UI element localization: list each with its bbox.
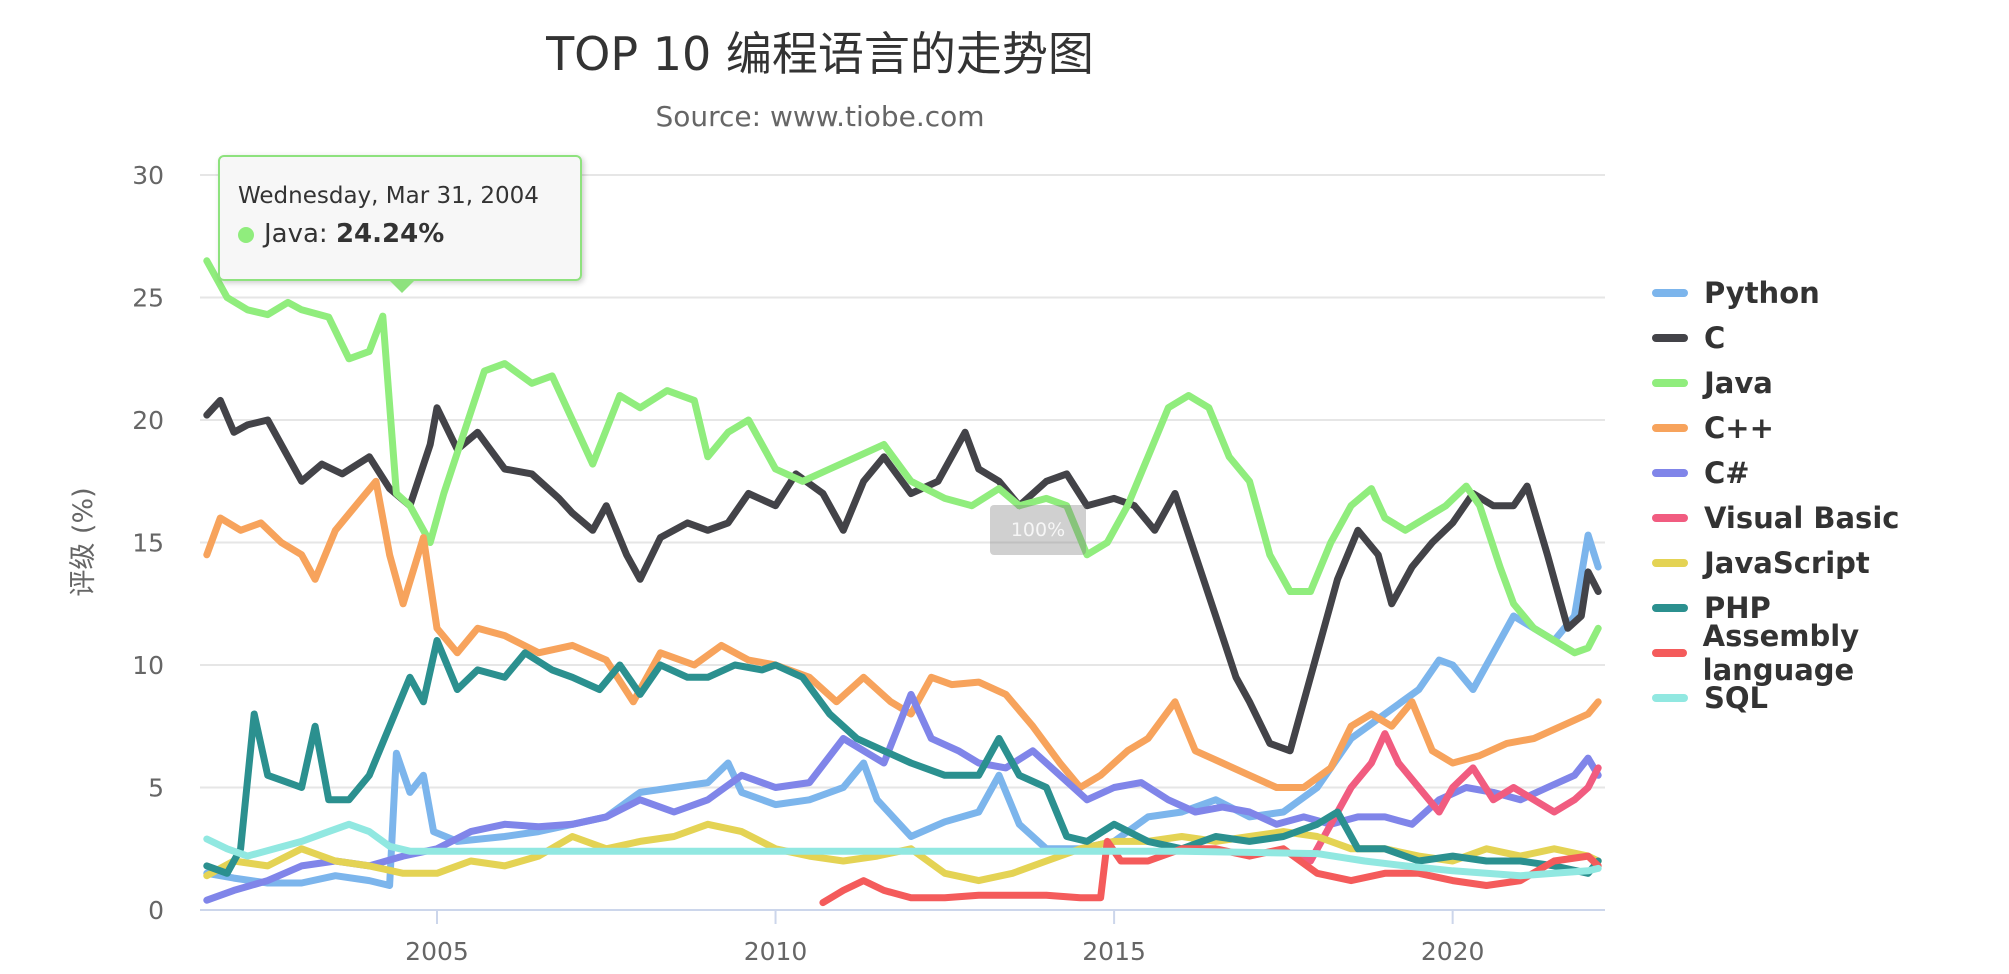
legend-swatch [1652, 423, 1688, 432]
legend-swatch [1652, 468, 1688, 477]
series-line-c-[interactable] [203, 690, 1602, 904]
tooltip: Wednesday, Mar 31, 2004 Java: 24.24% [218, 155, 582, 293]
y-tick-label: 15 [132, 529, 164, 558]
y-axis-label: 评级 (%) [68, 487, 99, 596]
legend: Python C Java C++ C# Visual Basic JavaScript PH… [1652, 270, 2009, 720]
legend-item-python[interactable]: Python [1652, 270, 2009, 315]
x-tick-label: 2015 [1082, 937, 1146, 966]
legend-label: PHP [1704, 590, 1771, 625]
x-tick-label: 2005 [405, 937, 469, 966]
legend-swatch [1652, 603, 1688, 612]
legend-label: Visual Basic [1704, 500, 1900, 535]
axes: 评级 (%) 0 5 10 15 20 25 30 2005 2010 2015 2020 [68, 161, 1484, 966]
y-tick-label: 20 [132, 406, 164, 435]
series-line-visual-basic[interactable] [1279, 730, 1602, 865]
legend-swatch [1652, 288, 1688, 297]
legend-item-java[interactable]: Java [1652, 360, 2009, 405]
y-tick-label: 10 [132, 651, 164, 680]
legend-label: Assembly language [1702, 618, 1860, 687]
tooltip-row: Java: 24.24% [238, 219, 444, 249]
series-line-c[interactable] [203, 396, 1602, 755]
series-line-java[interactable] [203, 257, 1602, 657]
series-lines [203, 257, 1602, 907]
series-line-c-[interactable] [203, 477, 1602, 791]
chart-title: TOP 10 编程语言的走势图 [546, 27, 1094, 81]
x-tick-label: 2020 [1421, 937, 1485, 966]
tooltip-separator: : [318, 219, 336, 249]
chart-subtitle: Source: www.tiobe.com [655, 100, 985, 133]
legend-label: C++ [1704, 410, 1774, 445]
legend-label: C [1704, 320, 1726, 355]
legend-label: C# [1704, 455, 1750, 490]
legend-label: JavaScript [1704, 545, 1870, 580]
legend-swatch [1652, 558, 1688, 567]
legend-item-c-[interactable]: C# [1652, 450, 2009, 495]
y-tick-label: 30 [132, 161, 164, 190]
legend-item-c-[interactable]: C++ [1652, 405, 2009, 450]
legend-item-c[interactable]: C [1652, 315, 2009, 360]
legend-item-assembly-language[interactable]: Assembly language [1652, 619, 2009, 687]
legend-item-visual-basic[interactable]: Visual Basic [1652, 495, 2009, 540]
legend-swatch [1652, 333, 1688, 342]
tooltip-value: 24.24% [335, 219, 445, 249]
series-line-assembly-language[interactable] [819, 837, 1602, 907]
legend-label: Java [1704, 365, 1773, 400]
tooltip-series-dot [238, 226, 254, 243]
y-tick-label: 5 [148, 774, 164, 803]
legend-swatch [1652, 513, 1688, 522]
tooltip-date: Wednesday, Mar 31, 2004 [238, 183, 539, 209]
legend-swatch [1652, 648, 1687, 657]
legend-label: Python [1704, 275, 1820, 310]
x-tick-label: 2010 [744, 937, 808, 966]
legend-label: SQL [1704, 680, 1769, 715]
tooltip-pointer [388, 279, 416, 293]
legend-swatch [1652, 378, 1688, 387]
legend-item-php[interactable]: PHP [1652, 585, 2009, 630]
series-line-python[interactable] [203, 531, 1602, 889]
tooltip-series-name: Java [264, 219, 319, 249]
y-tick-label: 0 [148, 896, 164, 925]
series-line-php[interactable] [203, 637, 1602, 877]
legend-swatch [1652, 693, 1688, 702]
zoom-level-badge[interactable]: 100% [990, 505, 1086, 555]
y-tick-label: 25 [132, 284, 164, 313]
series-line-sql[interactable] [203, 820, 1602, 880]
legend-item-sql[interactable]: SQL [1652, 675, 2009, 720]
legend-item-javascript[interactable]: JavaScript [1652, 540, 2009, 585]
